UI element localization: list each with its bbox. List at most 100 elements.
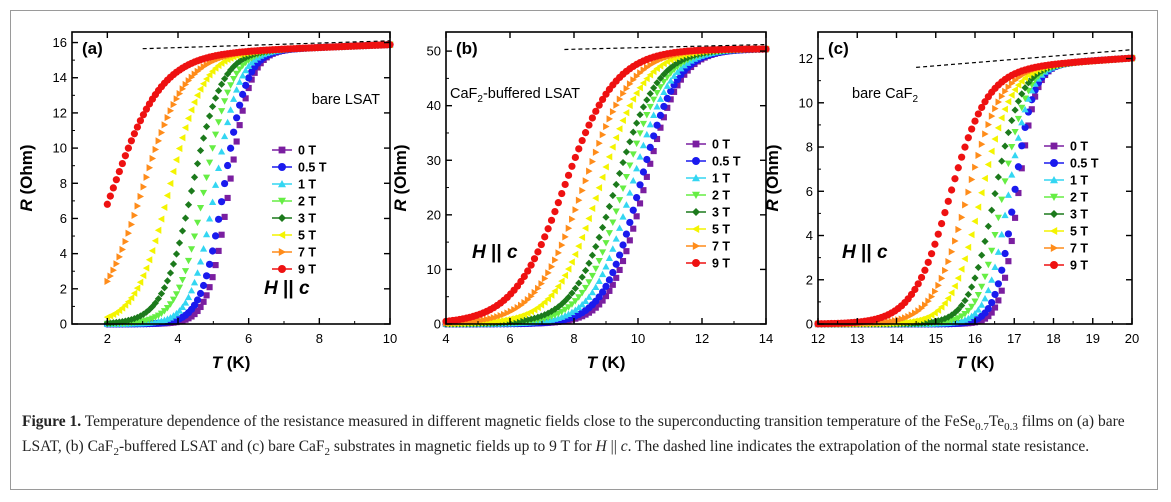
data-point: [971, 217, 978, 225]
data-point: [500, 310, 508, 319]
data-point: [218, 198, 226, 206]
data-point: [612, 235, 620, 242]
data-point: [667, 87, 675, 95]
data-point: [211, 94, 220, 102]
data-point: [142, 264, 150, 272]
data-point: [119, 245, 126, 254]
data-point: [116, 253, 123, 261]
data-point: [623, 84, 631, 93]
data-point: [650, 59, 658, 67]
data-point: [170, 100, 178, 109]
x-tick-label: 10: [383, 331, 397, 346]
data-point: [978, 140, 986, 148]
data-point: [606, 115, 614, 123]
data-point: [1011, 151, 1019, 159]
data-point: [1018, 142, 1026, 150]
data-point: [181, 299, 190, 306]
data-point: [178, 303, 187, 311]
data-point: [667, 77, 675, 84]
data-point: [236, 122, 243, 129]
data-point: [127, 294, 135, 302]
data-point: [964, 290, 972, 299]
data-point: [493, 317, 500, 325]
data-point: [646, 143, 654, 151]
axis-symbol: T: [587, 353, 599, 372]
data-point: [571, 250, 579, 258]
axis-symbol: T: [212, 353, 224, 372]
data-point: [998, 157, 1006, 165]
data-point: [564, 310, 573, 317]
data-point: [694, 50, 702, 58]
data-point: [575, 196, 583, 204]
data-point: [927, 250, 936, 258]
data-point: [653, 89, 661, 97]
data-point: [1024, 95, 1033, 102]
data-point: [918, 304, 926, 312]
data-point: [142, 105, 151, 113]
data-point: [998, 114, 1005, 122]
x-axis: 12 13 14 15 16 17 18 19 20: [811, 32, 1139, 346]
data-point: [643, 155, 651, 164]
data-point: [137, 192, 145, 201]
data-point: [245, 84, 252, 92]
data-point: [160, 308, 169, 315]
data-point: [653, 79, 661, 87]
data-point: [968, 231, 975, 239]
data-point: [962, 201, 969, 209]
data-point: [643, 130, 651, 138]
x-tick-label: 20: [1125, 331, 1139, 346]
data-point: [190, 173, 199, 181]
data-point: [1031, 71, 1039, 80]
data-point: [205, 112, 214, 120]
data-point: [660, 78, 668, 86]
data-point: [121, 152, 129, 160]
data-point: [163, 277, 172, 285]
data-point: [981, 294, 989, 302]
x-tick-label: 2: [104, 331, 111, 346]
data-point: [110, 266, 117, 274]
data-point: [541, 311, 549, 319]
data-point: [633, 164, 641, 172]
data-point: [988, 247, 996, 255]
data-point: [974, 291, 982, 299]
panel-label: (a): [82, 39, 103, 58]
data-point: [630, 225, 637, 232]
data-point: [1028, 106, 1035, 113]
legend-label: 3 T: [712, 206, 730, 220]
data-point: [626, 218, 634, 227]
data-point: [633, 140, 641, 148]
data-point: [585, 259, 593, 267]
y-tick-label: 4: [60, 246, 67, 261]
data-point: [205, 159, 214, 167]
data-point: [616, 224, 624, 231]
data-point: [588, 251, 596, 259]
data-point: [612, 180, 620, 189]
annotation-text: bare: [852, 86, 885, 102]
x-tick-label: 14: [759, 331, 773, 346]
data-point: [592, 148, 600, 156]
data-point: [984, 286, 992, 294]
x-axis: 2 4 6 8 10: [104, 32, 397, 346]
legend-label: 0 T: [298, 144, 316, 158]
data-point: [503, 316, 511, 324]
data-point: [109, 184, 117, 192]
data-point: [211, 232, 220, 240]
data-point: [954, 164, 962, 172]
data-point: [1014, 134, 1023, 141]
data-point: [888, 317, 896, 325]
data-point: [1004, 160, 1013, 168]
data-point: [202, 174, 211, 182]
legend-label: 2 T: [1070, 191, 1088, 205]
data-point: [636, 130, 644, 137]
data-point: [565, 224, 573, 232]
data-point: [616, 125, 623, 133]
data-point: [928, 293, 936, 301]
data-point: [571, 298, 579, 305]
caption-label: Figure 1.: [22, 413, 82, 430]
legend-marker: [1050, 261, 1058, 269]
data-point: [555, 249, 562, 257]
data-point: [908, 311, 916, 319]
data-point: [951, 309, 959, 317]
data-point: [598, 223, 607, 232]
data-point: [233, 138, 240, 145]
